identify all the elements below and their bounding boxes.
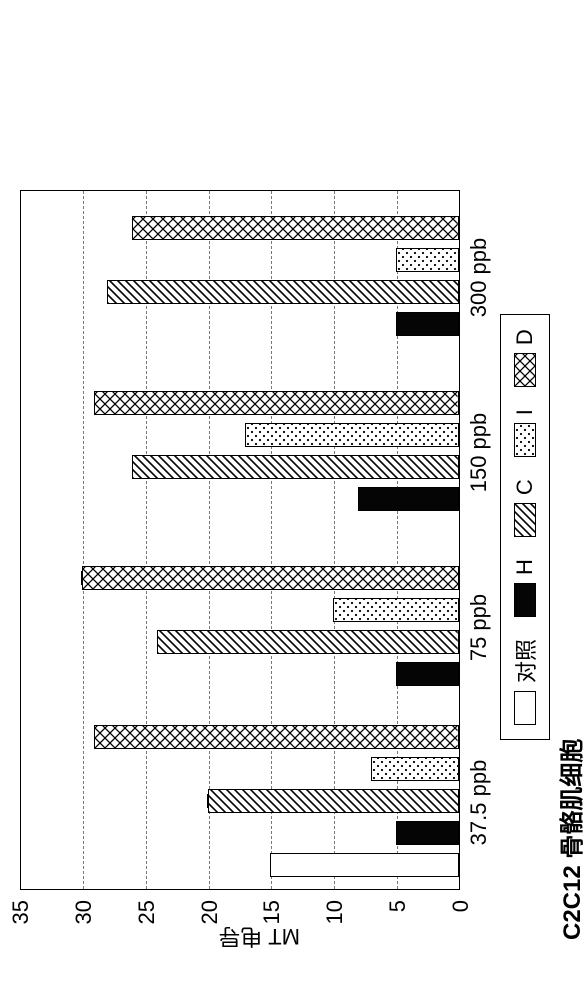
bar-D [82,567,459,591]
error-cap [270,859,272,873]
bar-I [245,424,459,448]
y-tick-label: 10 [322,900,348,960]
legend-swatch [514,423,536,457]
legend-swatch [514,583,536,617]
plot-area [20,190,460,890]
legend-item-D: D [512,329,538,387]
gridline [83,191,84,889]
legend-item-C: C [512,479,538,537]
bar-C [107,281,459,305]
legend-label: C [512,479,538,495]
bar-H [358,488,459,512]
bar-H [396,663,459,687]
chart-caption: C2C12 骨骼肌细胞 [552,739,586,940]
legend-label: 对照 [509,639,541,683]
y-tick-label: 30 [71,900,97,960]
bar-control [270,854,459,878]
error-cap [245,429,247,443]
bar-C [157,631,459,655]
bar-C [208,790,459,814]
bar-D [132,217,459,241]
x-tick-label: 300 ppb [466,190,492,365]
error-cap [157,636,159,650]
y-axis-title: MT 电导 [219,922,300,954]
chart-container: 05101520253035 MT 电导 37.5 ppb75 ppb150 p… [0,0,586,1000]
error-cap [371,763,373,777]
x-tick-label: 75 ppb [466,540,492,715]
error-cap [207,795,209,809]
error-cap [132,461,134,475]
error-cap [81,572,83,586]
error-cap [396,318,398,332]
bar-D [94,726,459,750]
error-cap [94,397,96,411]
error-cap [396,254,398,268]
error-cap [132,222,134,236]
legend-label: H [512,559,538,575]
bar-H [396,822,459,846]
bar-H [396,313,459,337]
y-tick-label: 35 [8,900,34,960]
legend-swatch [514,691,536,725]
bar-C [132,456,459,480]
error-cap [396,827,398,841]
error-cap [107,286,109,300]
legend-label: I [512,409,538,415]
y-tick-label: 25 [134,900,160,960]
error-cap [358,493,360,507]
y-tick-label: 0 [448,900,474,960]
legend-item-control: 对照 [509,639,541,725]
legend-item-H: H [512,559,538,617]
legend-label: D [512,329,538,345]
error-cap [333,604,335,618]
error-cap [396,668,398,682]
x-tick-label: 37.5 ppb [466,715,492,890]
y-tick-label: 5 [385,900,411,960]
legend: 对照 H C I D [500,314,550,740]
bar-D [94,392,459,416]
legend-swatch [514,353,536,387]
bar-I [333,599,459,623]
bar-I [371,758,459,782]
bar-I [396,249,459,273]
legend-swatch [514,503,536,537]
error-cap [94,731,96,745]
x-tick-label: 150 ppb [466,365,492,540]
legend-item-I: I [512,409,538,457]
